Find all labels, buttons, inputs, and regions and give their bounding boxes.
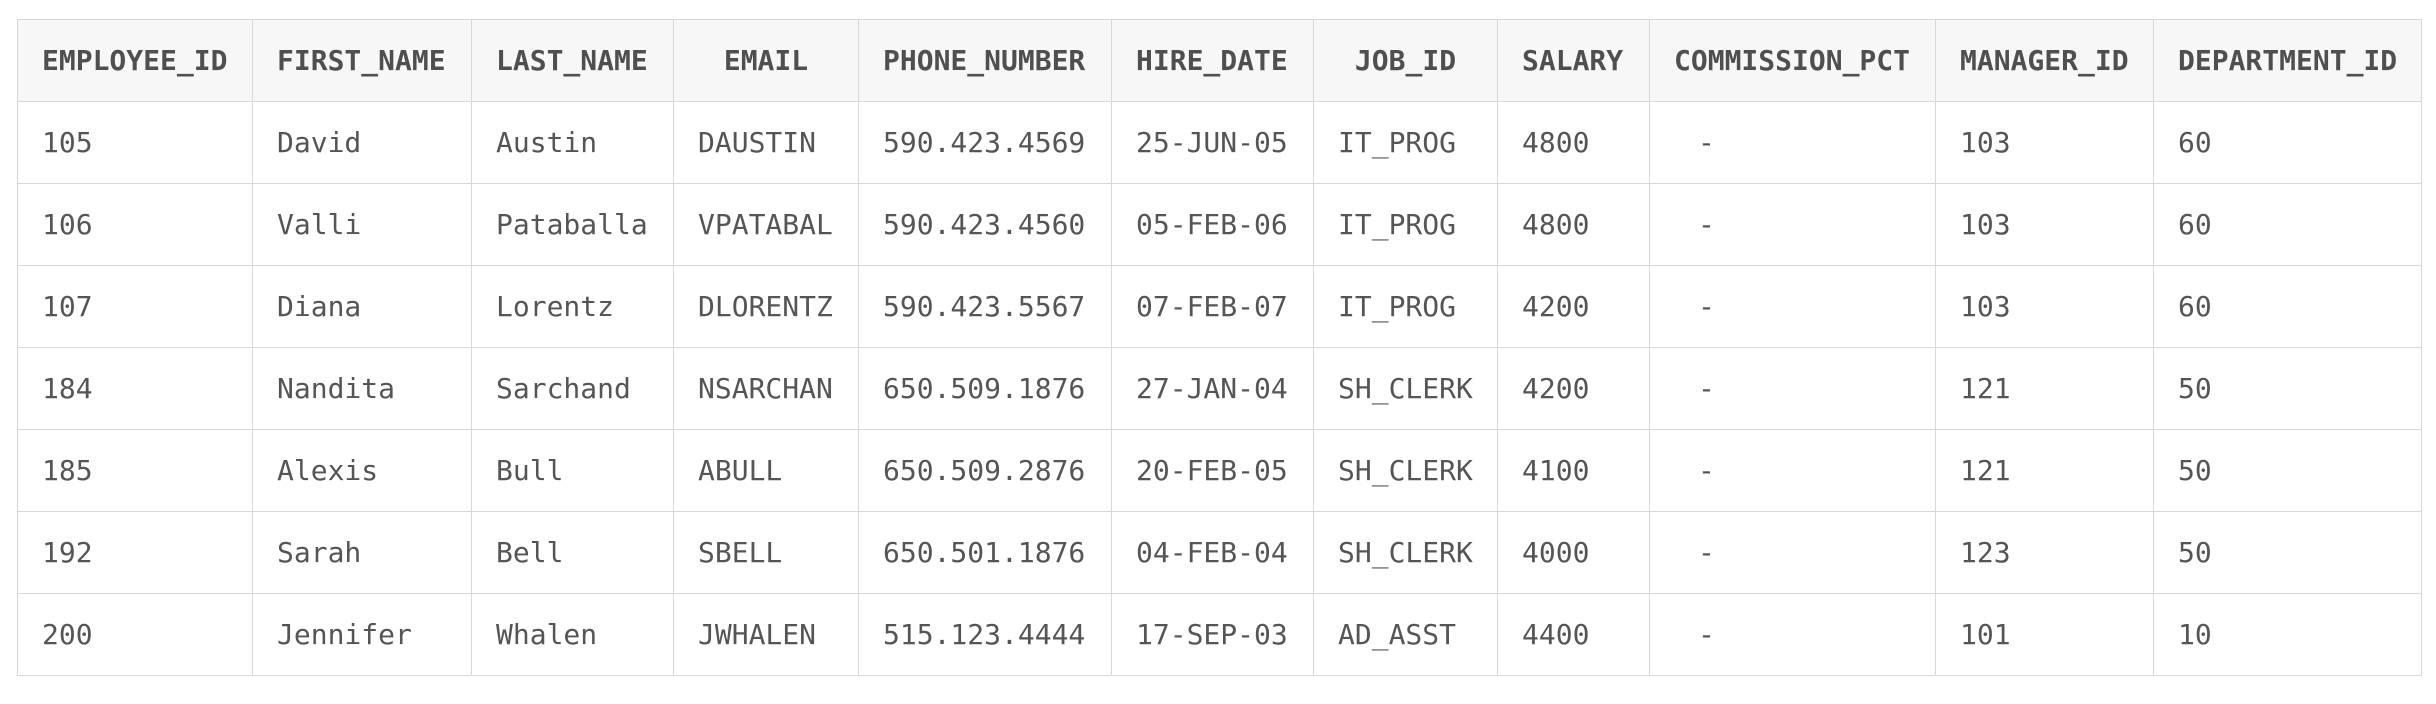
column-header-manager-id: MANAGER_ID: [1935, 19, 2154, 102]
cell-commission-pct: -: [1649, 347, 1936, 430]
table-row: 185 Alexis Bull ABULL 650.509.2876 20-FE…: [17, 429, 2422, 512]
cell-commission-pct: -: [1649, 511, 1936, 594]
cell-employee-id: 184: [17, 347, 253, 430]
cell-hire-date: 25-JUN-05: [1111, 101, 1314, 184]
cell-commission-pct: -: [1649, 429, 1936, 512]
cell-last-name: Whalen: [471, 593, 674, 676]
cell-phone-number: 590.423.4569: [858, 101, 1112, 184]
cell-commission-pct: -: [1649, 265, 1936, 348]
cell-department-id: 60: [2153, 265, 2422, 348]
column-header-department-id: DEPARTMENT_ID: [2153, 19, 2422, 102]
cell-hire-date: 20-FEB-05: [1111, 429, 1314, 512]
cell-department-id: 10: [2153, 593, 2422, 676]
cell-manager-id: 103: [1935, 183, 2154, 266]
table-row: 200 Jennifer Whalen JWHALEN 515.123.4444…: [17, 593, 2422, 676]
table-row: 105 David Austin DAUSTIN 590.423.4569 25…: [17, 101, 2422, 184]
cell-first-name: Diana: [252, 265, 472, 348]
cell-first-name: Alexis: [252, 429, 472, 512]
cell-last-name: Bell: [471, 511, 674, 594]
cell-phone-number: 650.501.1876: [858, 511, 1112, 594]
cell-phone-number: 515.123.4444: [858, 593, 1112, 676]
cell-employee-id: 105: [17, 101, 253, 184]
cell-manager-id: 121: [1935, 429, 2154, 512]
cell-last-name: Bull: [471, 429, 674, 512]
cell-last-name: Sarchand: [471, 347, 674, 430]
column-header-email: EMAIL: [673, 19, 859, 102]
cell-email: SBELL: [673, 511, 859, 594]
cell-department-id: 60: [2153, 101, 2422, 184]
cell-salary: 4800: [1497, 183, 1650, 266]
cell-manager-id: 103: [1935, 101, 2154, 184]
cell-employee-id: 192: [17, 511, 253, 594]
cell-salary: 4200: [1497, 265, 1650, 348]
cell-salary: 4000: [1497, 511, 1650, 594]
cell-last-name: Austin: [471, 101, 674, 184]
column-header-job-id: JOB_ID: [1313, 19, 1498, 102]
column-header-employee-id: EMPLOYEE_ID: [17, 19, 253, 102]
cell-last-name: Lorentz: [471, 265, 674, 348]
cell-employee-id: 106: [17, 183, 253, 266]
cell-hire-date: 17-SEP-03: [1111, 593, 1314, 676]
cell-job-id: IT_PROG: [1313, 265, 1498, 348]
cell-hire-date: 07-FEB-07: [1111, 265, 1314, 348]
cell-manager-id: 121: [1935, 347, 2154, 430]
column-header-first-name: FIRST_NAME: [252, 19, 472, 102]
cell-department-id: 50: [2153, 429, 2422, 512]
cell-email: DLORENTZ: [673, 265, 859, 348]
cell-employee-id: 107: [17, 265, 253, 348]
cell-email: DAUSTIN: [673, 101, 859, 184]
cell-department-id: 50: [2153, 347, 2422, 430]
cell-salary: 4800: [1497, 101, 1650, 184]
cell-first-name: Sarah: [252, 511, 472, 594]
column-header-last-name: LAST_NAME: [471, 19, 674, 102]
cell-first-name: Valli: [252, 183, 472, 266]
column-header-salary: SALARY: [1497, 19, 1650, 102]
cell-manager-id: 101: [1935, 593, 2154, 676]
cell-first-name: Jennifer: [252, 593, 472, 676]
cell-email: ABULL: [673, 429, 859, 512]
cell-phone-number: 590.423.5567: [858, 265, 1112, 348]
cell-phone-number: 650.509.2876: [858, 429, 1112, 512]
cell-manager-id: 103: [1935, 265, 2154, 348]
cell-salary: 4100: [1497, 429, 1650, 512]
cell-employee-id: 200: [17, 593, 253, 676]
cell-job-id: SH_CLERK: [1313, 347, 1498, 430]
column-header-hire-date: HIRE_DATE: [1111, 19, 1314, 102]
cell-commission-pct: -: [1649, 183, 1936, 266]
employees-result-table: EMPLOYEE_ID FIRST_NAME LAST_NAME EMAIL P…: [17, 19, 2422, 676]
cell-salary: 4400: [1497, 593, 1650, 676]
table-row: 107 Diana Lorentz DLORENTZ 590.423.5567 …: [17, 265, 2422, 348]
cell-phone-number: 650.509.1876: [858, 347, 1112, 430]
column-header-commission-pct: COMMISSION_PCT: [1649, 19, 1936, 102]
cell-phone-number: 590.423.4560: [858, 183, 1112, 266]
cell-first-name: Nandita: [252, 347, 472, 430]
cell-last-name: Pataballa: [471, 183, 674, 266]
cell-job-id: IT_PROG: [1313, 101, 1498, 184]
cell-email: NSARCHAN: [673, 347, 859, 430]
cell-hire-date: 04-FEB-04: [1111, 511, 1314, 594]
cell-email: JWHALEN: [673, 593, 859, 676]
table-row: 192 Sarah Bell SBELL 650.501.1876 04-FEB…: [17, 511, 2422, 594]
cell-commission-pct: -: [1649, 101, 1936, 184]
cell-hire-date: 27-JAN-04: [1111, 347, 1314, 430]
cell-employee-id: 185: [17, 429, 253, 512]
cell-hire-date: 05-FEB-06: [1111, 183, 1314, 266]
cell-commission-pct: -: [1649, 593, 1936, 676]
cell-job-id: AD_ASST: [1313, 593, 1498, 676]
table-header-row: EMPLOYEE_ID FIRST_NAME LAST_NAME EMAIL P…: [17, 19, 2422, 102]
cell-job-id: SH_CLERK: [1313, 511, 1498, 594]
cell-salary: 4200: [1497, 347, 1650, 430]
table-row: 184 Nandita Sarchand NSARCHAN 650.509.18…: [17, 347, 2422, 430]
column-header-phone-number: PHONE_NUMBER: [858, 19, 1112, 102]
cell-department-id: 50: [2153, 511, 2422, 594]
cell-first-name: David: [252, 101, 472, 184]
cell-job-id: IT_PROG: [1313, 183, 1498, 266]
table-row: 106 Valli Pataballa VPATABAL 590.423.456…: [17, 183, 2422, 266]
cell-department-id: 60: [2153, 183, 2422, 266]
cell-email: VPATABAL: [673, 183, 859, 266]
cell-job-id: SH_CLERK: [1313, 429, 1498, 512]
cell-manager-id: 123: [1935, 511, 2154, 594]
